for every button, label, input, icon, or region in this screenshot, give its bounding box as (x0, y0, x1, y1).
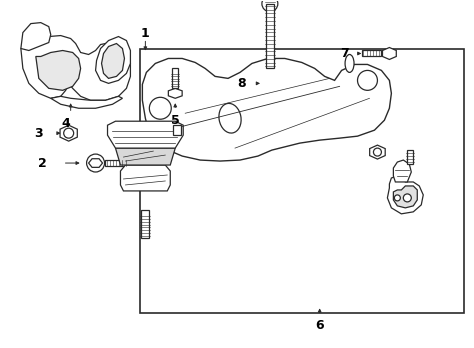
Polygon shape (383, 48, 396, 60)
Bar (266, 4, 274, 69)
Polygon shape (116, 148, 175, 165)
Text: 6: 6 (315, 319, 324, 332)
Circle shape (87, 154, 105, 172)
Text: 1: 1 (141, 27, 150, 40)
Polygon shape (60, 125, 77, 141)
Circle shape (262, 0, 278, 11)
Text: 5: 5 (171, 114, 180, 127)
Circle shape (357, 70, 377, 90)
Text: 2: 2 (38, 157, 47, 169)
Bar (362, 50, 382, 56)
Polygon shape (36, 50, 81, 90)
Bar (140, 49, 464, 313)
Polygon shape (370, 145, 385, 159)
Circle shape (64, 128, 73, 138)
Text: 7: 7 (340, 47, 349, 60)
Polygon shape (168, 88, 182, 98)
Polygon shape (142, 58, 392, 161)
Polygon shape (393, 186, 417, 208)
Bar (172, 69, 178, 88)
Circle shape (394, 195, 401, 201)
Bar (141, 210, 149, 238)
Bar (105, 160, 129, 166)
Polygon shape (101, 44, 125, 78)
Circle shape (149, 97, 171, 119)
Text: 4: 4 (61, 117, 70, 130)
Bar (173, 125, 181, 135)
Polygon shape (89, 159, 102, 167)
Polygon shape (393, 160, 411, 182)
Ellipse shape (345, 55, 354, 72)
Polygon shape (51, 96, 122, 108)
Polygon shape (21, 23, 51, 50)
Circle shape (374, 148, 382, 156)
Polygon shape (387, 176, 423, 214)
Polygon shape (96, 37, 130, 84)
Circle shape (403, 194, 411, 202)
Bar (407, 150, 413, 164)
Ellipse shape (219, 103, 241, 133)
Polygon shape (108, 121, 183, 148)
Polygon shape (21, 35, 130, 100)
Polygon shape (120, 165, 170, 191)
Text: 8: 8 (237, 77, 246, 90)
Text: 3: 3 (35, 127, 43, 140)
